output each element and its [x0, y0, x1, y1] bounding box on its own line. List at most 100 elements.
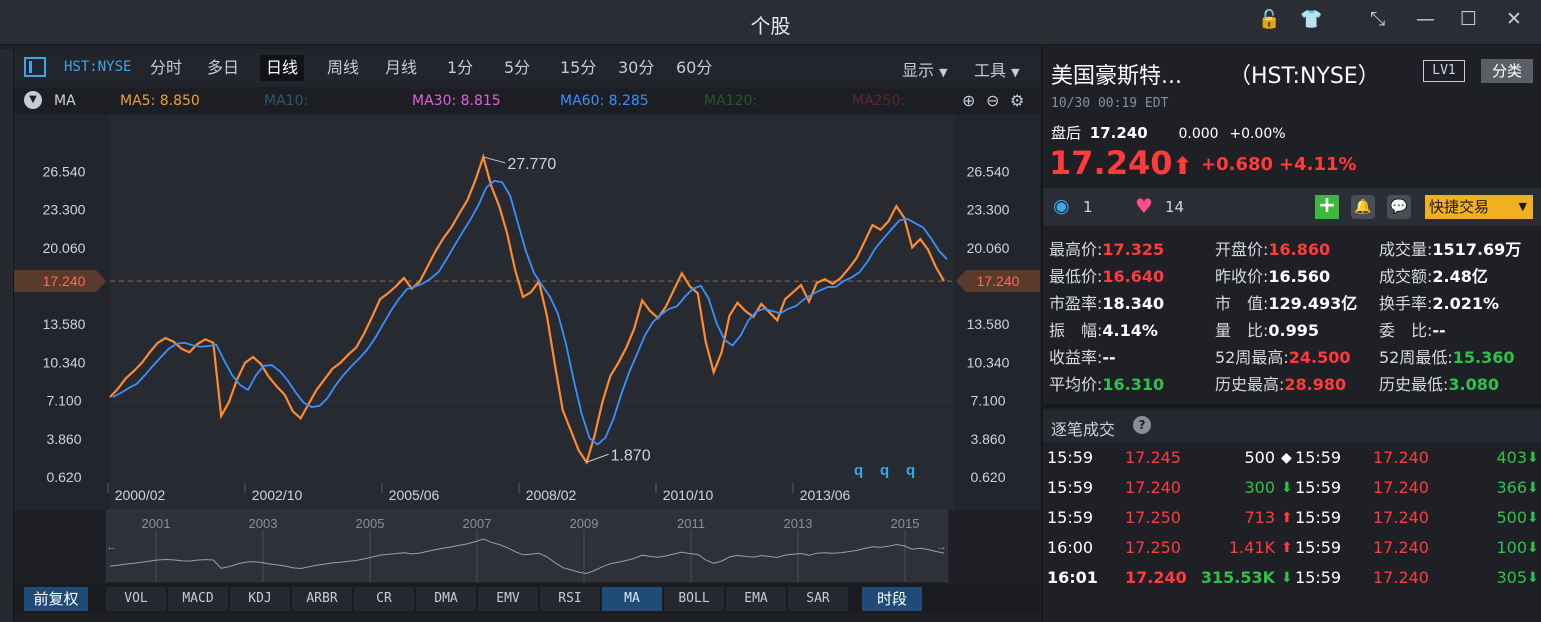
- stock-code-label[interactable]: HST:NYSE: [64, 59, 132, 75]
- period-range-button[interactable]: 时段: [862, 587, 922, 611]
- ma-legend-row: ▼ MA MA5: 8.850 MA10: MA30: 8.815 MA60: …: [14, 89, 1040, 113]
- indicator-tab[interactable]: MACD: [168, 587, 228, 611]
- low-pointer: [586, 453, 609, 463]
- stat-label: 市 值:: [1215, 294, 1269, 313]
- stat-item: 历史最低:3.080: [1379, 371, 1499, 395]
- price-chart[interactable]: 26.540 26.540 23.300 23.300 20.060 20.060 17.2…: [14, 115, 1040, 510]
- zoom-out-icon[interactable]: ⊖: [986, 91, 1000, 110]
- tick-time: 16:01: [1047, 568, 1098, 587]
- heart-icon[interactable]: ♥: [1135, 194, 1153, 218]
- direction-icon: ⬇: [1281, 480, 1293, 496]
- y-tick-label-left: 3.860: [46, 431, 81, 447]
- stat-label: 振 幅:: [1049, 321, 1103, 340]
- maximize-icon[interactable]: ☐: [1460, 8, 1478, 30]
- layout-toggle-icon[interactable]: [24, 57, 46, 77]
- display-menu[interactable]: 显示 ▼: [902, 57, 948, 81]
- left-collapse-strip[interactable]: [0, 49, 14, 622]
- ma-label: MA: [54, 93, 76, 109]
- stock-name: 美国豪斯特...: [1051, 64, 1182, 89]
- zoom-in-icon[interactable]: ⊕: [962, 91, 976, 110]
- event-marker: q: [880, 462, 889, 479]
- period-tab[interactable]: 多日: [207, 58, 240, 77]
- minimize-icon[interactable]: —: [1416, 8, 1435, 30]
- tick-row: 15:59 17.250 713 15:59 17.240 500 ⬆ ⬇: [1047, 504, 1539, 534]
- stat-item: 开盘价:16.860: [1215, 236, 1330, 260]
- tools-menu[interactable]: 工具 ▼: [974, 57, 1020, 81]
- indicator-tab[interactable]: EMV: [478, 587, 538, 611]
- close-icon[interactable]: ✕: [1506, 8, 1522, 30]
- settings-gear-icon[interactable]: ⚙: [1010, 91, 1025, 110]
- after-hours-price: 17.240: [1089, 124, 1148, 142]
- overview-year-label: 2007: [463, 516, 492, 531]
- indicator-tab[interactable]: DMA: [416, 587, 476, 611]
- indicator-tab[interactable]: ARBR: [292, 587, 352, 611]
- price-line: [109, 153, 945, 465]
- eye-icon[interactable]: ◉: [1053, 195, 1070, 217]
- y-tick-label-right: 3.860: [970, 431, 1005, 447]
- stat-item: 历史最高:28.980: [1215, 371, 1346, 395]
- stat-item: 换手率:2.021%: [1379, 290, 1499, 314]
- stat-label: 历史最低:: [1379, 375, 1449, 394]
- indicator-tab[interactable]: BOLL: [664, 587, 724, 611]
- restore-button[interactable]: 前复权: [24, 587, 88, 611]
- indicator-tab[interactable]: KDJ: [230, 587, 290, 611]
- tick-price: 17.240: [1373, 448, 1429, 467]
- overview-chart[interactable]: 2001 2003 2005 2007 2009 2011 2013 2015 ← →: [106, 510, 948, 582]
- stat-item: 委 比:--: [1379, 317, 1446, 341]
- period-tab[interactable]: 15分: [560, 58, 597, 77]
- after-hours-label: 盘后: [1051, 124, 1082, 142]
- collapse-circle-icon[interactable]: ▼: [24, 91, 42, 109]
- indicator-tab[interactable]: EMA: [726, 587, 786, 611]
- period-tab[interactable]: 月线: [385, 58, 418, 77]
- ticks-title: 逐笔成交: [1051, 420, 1116, 439]
- stat-label: 52周最低:: [1379, 348, 1453, 367]
- overview-year-label: 2011: [677, 516, 705, 531]
- quick-trade-button[interactable]: 快捷交易 ▼: [1425, 195, 1533, 219]
- direction-icon: ⬆: [1281, 540, 1293, 556]
- bell-icon[interactable]: 🔔: [1351, 195, 1375, 219]
- period-tab[interactable]: 日线: [260, 55, 305, 81]
- category-button[interactable]: 分类: [1481, 59, 1533, 83]
- period-tab[interactable]: 5分: [504, 58, 531, 77]
- unlock-icon[interactable]: 🔓: [1258, 9, 1281, 30]
- price-change-pct: +4.11%: [1279, 154, 1357, 175]
- direction-icon: ⬇: [1527, 450, 1539, 466]
- shirt-icon[interactable]: 👕: [1300, 9, 1323, 30]
- period-tab[interactable]: 60分: [676, 58, 713, 77]
- stat-label: 平均价:: [1049, 375, 1103, 394]
- help-icon[interactable]: ?: [1133, 416, 1151, 434]
- chevron-down-icon: ▼: [1518, 200, 1527, 213]
- tick-volume: 315.53K: [1200, 568, 1275, 587]
- period-tab[interactable]: 1分: [447, 58, 474, 77]
- stat-value: 2.48亿: [1432, 267, 1488, 286]
- likes-count: 14: [1165, 198, 1185, 216]
- period-tab[interactable]: 周线: [327, 58, 360, 77]
- x-tick-label: 2008/02: [526, 487, 577, 503]
- y-tick-label-right: 20.060: [967, 240, 1010, 256]
- high-label: 27.770: [507, 156, 556, 173]
- indicator-tab[interactable]: RSI: [540, 587, 600, 611]
- period-tab[interactable]: 30分: [618, 58, 655, 77]
- period-tab[interactable]: 分时: [150, 58, 183, 77]
- tick-row: 16:00 17.250 1.41K 15:59 17.240 100 ⬆ ⬇: [1047, 534, 1539, 564]
- overview-year-label: 2005: [356, 516, 385, 531]
- level-badge[interactable]: LV1: [1423, 60, 1465, 82]
- tick-row: 16:01 17.240 315.53K 15:59 17.240 305 ⬇ ⬇: [1047, 564, 1539, 594]
- indicator-tab[interactable]: VOL: [106, 587, 166, 611]
- collapse-icon[interactable]: ⤡: [1370, 8, 1386, 30]
- tick-time: 15:59: [1047, 508, 1094, 527]
- price-tag-left: [14, 270, 106, 293]
- stat-value: 0.995: [1268, 321, 1320, 340]
- indicator-tab[interactable]: CR: [354, 587, 414, 611]
- indicator-tab[interactable]: SAR: [788, 587, 848, 611]
- comment-icon[interactable]: 💬: [1387, 195, 1411, 219]
- add-watchlist-button[interactable]: +: [1315, 195, 1339, 219]
- ma250-value: MA250:: [852, 93, 906, 109]
- overview-year-label: 2001: [142, 516, 171, 531]
- indicator-tab[interactable]: MA: [602, 587, 662, 611]
- price-change: +0.680: [1201, 154, 1274, 175]
- watchers-count: 1: [1083, 198, 1093, 216]
- stat-item: 最低价:16.640: [1049, 263, 1164, 287]
- stat-value: 16.860: [1268, 240, 1331, 259]
- tick-volume: 1.41K: [1228, 538, 1275, 557]
